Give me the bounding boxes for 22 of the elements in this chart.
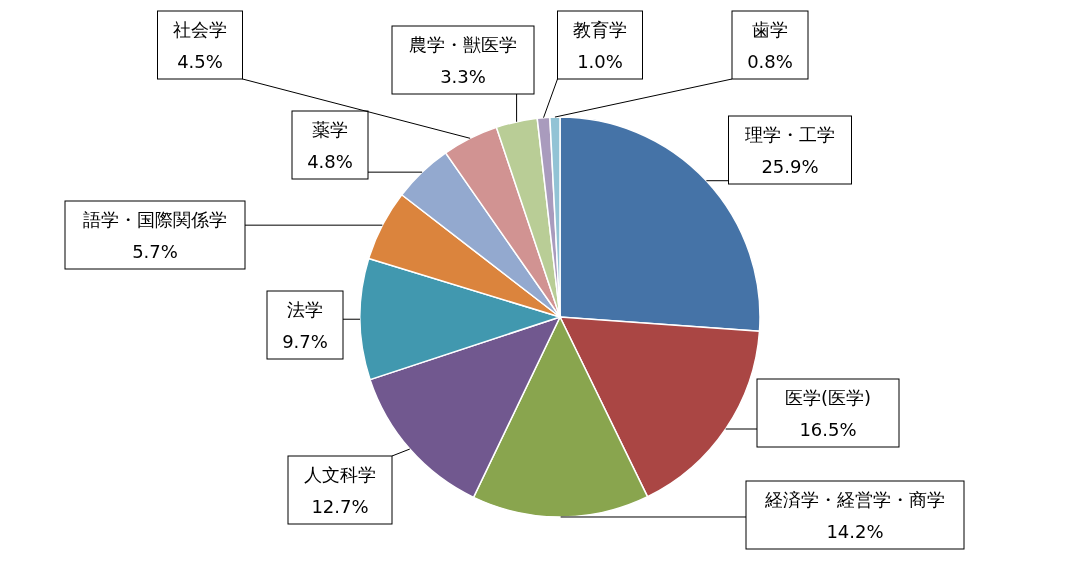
data-label: 9.7%	[282, 331, 328, 352]
slice-label: 医学(医学)	[784, 387, 872, 408]
data-label: 1.0%	[577, 51, 623, 72]
slice-label: 語学・国際関係学	[83, 209, 227, 230]
slice-label: 薬学	[312, 119, 348, 140]
data-label: 4.8%	[307, 151, 353, 172]
data-label: 0.8%	[747, 51, 793, 72]
data-label: 4.5%	[177, 51, 223, 72]
slice-label: 歯学	[752, 19, 788, 40]
slice-label: 経済学・経営学・商学	[764, 489, 945, 510]
slice-label: 法学	[287, 299, 323, 320]
slice-label: 教育学	[573, 19, 627, 40]
slice-label: 理学・工学	[745, 124, 835, 145]
data-label: 5.7%	[132, 241, 178, 262]
data-label: 16.5%	[799, 419, 857, 440]
slice-label: 農学・獣医学	[409, 34, 517, 55]
data-label: 14.2%	[826, 521, 884, 542]
slice-label: 社会学	[173, 19, 227, 40]
slice-label: 人文科学	[304, 464, 376, 485]
data-label: 3.3%	[440, 66, 486, 87]
data-label: 12.7%	[311, 496, 369, 517]
data-label: 25.9%	[761, 156, 819, 177]
